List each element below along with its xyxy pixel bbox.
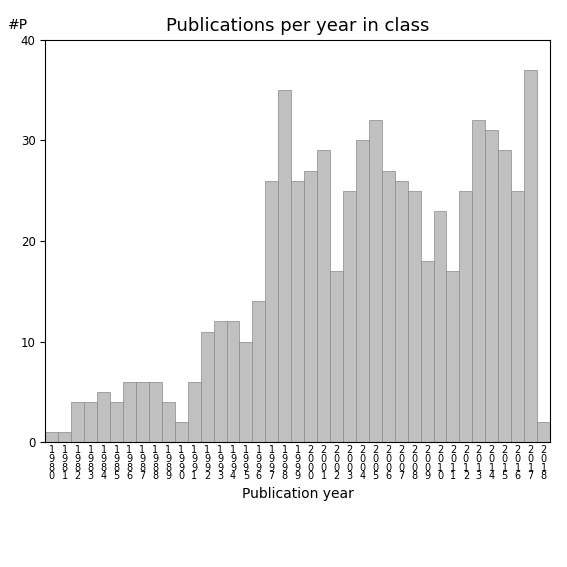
- Bar: [265, 180, 278, 442]
- Bar: [472, 120, 485, 442]
- Bar: [485, 130, 498, 442]
- Bar: [343, 191, 356, 442]
- Bar: [278, 90, 291, 442]
- Bar: [537, 422, 550, 442]
- Bar: [395, 180, 408, 442]
- X-axis label: Publication year: Publication year: [242, 487, 354, 501]
- Bar: [434, 211, 446, 442]
- Bar: [498, 150, 511, 442]
- Bar: [136, 382, 149, 442]
- Bar: [175, 422, 188, 442]
- Bar: [110, 402, 123, 442]
- Bar: [162, 402, 175, 442]
- Bar: [524, 70, 537, 442]
- Bar: [188, 382, 201, 442]
- Y-axis label: #P: #P: [7, 18, 28, 32]
- Bar: [58, 432, 71, 442]
- Bar: [71, 402, 84, 442]
- Bar: [252, 302, 265, 442]
- Bar: [459, 191, 472, 442]
- Title: Publications per year in class: Publications per year in class: [166, 18, 429, 35]
- Bar: [317, 150, 330, 442]
- Bar: [239, 341, 252, 442]
- Bar: [330, 271, 343, 442]
- Bar: [291, 180, 304, 442]
- Bar: [446, 271, 459, 442]
- Bar: [408, 191, 421, 442]
- Bar: [226, 321, 239, 442]
- Bar: [356, 141, 369, 442]
- Bar: [84, 402, 97, 442]
- Bar: [97, 392, 110, 442]
- Bar: [421, 261, 434, 442]
- Bar: [45, 432, 58, 442]
- Bar: [382, 171, 395, 442]
- Bar: [304, 171, 317, 442]
- Bar: [201, 332, 214, 442]
- Bar: [369, 120, 382, 442]
- Bar: [149, 382, 162, 442]
- Bar: [123, 382, 136, 442]
- Bar: [511, 191, 524, 442]
- Bar: [214, 321, 226, 442]
